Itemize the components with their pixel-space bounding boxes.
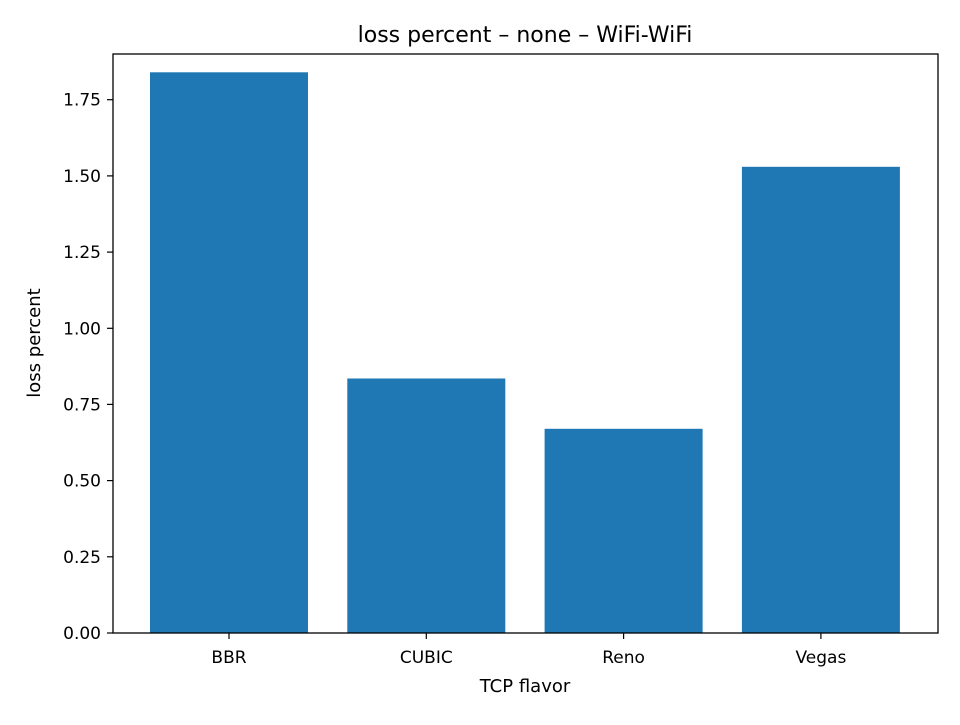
x-axis: BBR CUBIC Reno Vegas (211, 633, 846, 668)
bar-bbr (150, 72, 308, 634)
y-tick-label: 0.75 (63, 395, 101, 415)
plot-frame (112, 53, 939, 634)
chart-title: loss percent – none – WiFi-WiFi (358, 23, 693, 48)
bar-cubic (347, 378, 506, 633)
y-axis-label: loss percent (24, 288, 45, 397)
y-tick-label: 0.00 (63, 624, 101, 644)
bar-reno (544, 428, 703, 633)
y-tick-label: 1.75 (63, 91, 101, 111)
x-tick-label: Reno (602, 648, 645, 668)
x-tick-label: BBR (211, 648, 246, 668)
bars-layer (150, 72, 900, 634)
y-tick-label: 1.00 (63, 319, 101, 339)
x-tick-label: CUBIC (400, 648, 453, 668)
y-tick-label: 1.50 (63, 167, 101, 187)
x-tick-label: Vegas (795, 648, 846, 668)
y-tick-label: 0.50 (63, 472, 101, 492)
y-tick-label: 0.25 (63, 548, 101, 568)
bar-vegas (741, 166, 900, 634)
y-tick-label: 1.25 (63, 243, 101, 263)
y-axis: 0.00 0.25 0.50 0.75 1.00 1.25 1.50 1.75 (63, 91, 113, 644)
x-axis-label: TCP flavor (479, 676, 571, 697)
